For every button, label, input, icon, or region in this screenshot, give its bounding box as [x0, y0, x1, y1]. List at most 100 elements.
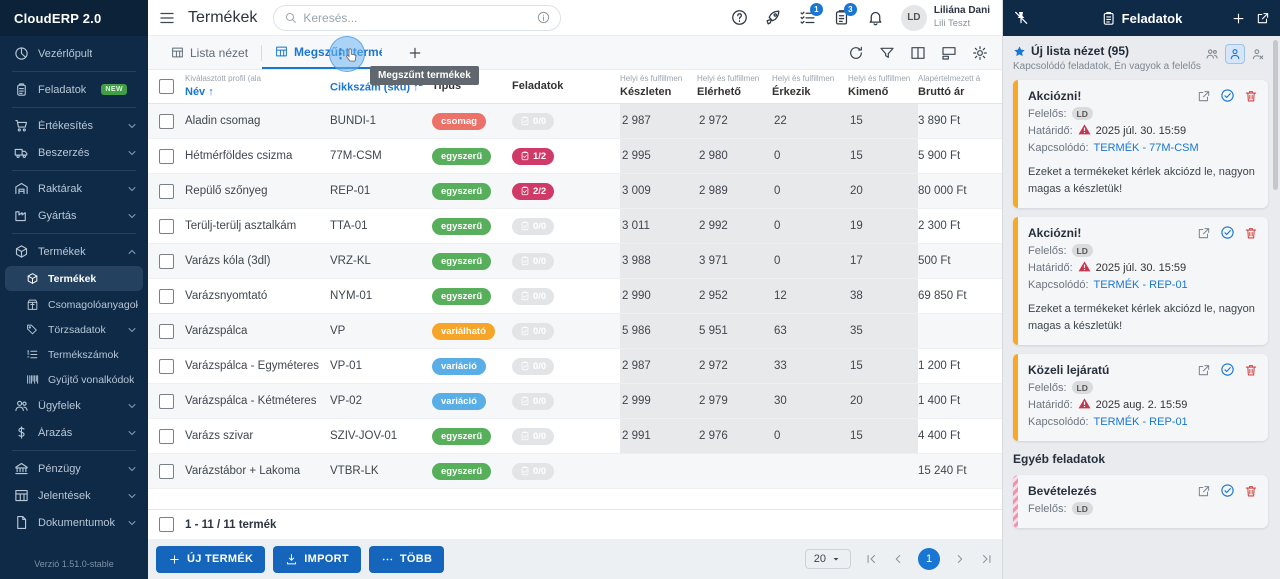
related-product-link[interactable]: TERMÉK - 77M-CSM: [1093, 142, 1199, 154]
column-header--rkezik[interactable]: Helyi és fulfillmen Érkezik: [772, 74, 835, 98]
select-all-checkbox[interactable]: [159, 79, 174, 94]
tasks-badge[interactable]: 2/2: [512, 182, 555, 200]
prev-page-icon[interactable]: [891, 552, 905, 566]
sidebar-item-beszerzes[interactable]: Beszerzés: [0, 139, 148, 166]
open-task-icon[interactable]: [1197, 484, 1211, 498]
sidebar-item-ugyfelek[interactable]: Ügyfelek: [0, 392, 148, 419]
related-product-link[interactable]: TERMÉK - REP-01: [1093, 416, 1188, 429]
sidebar-item-penzugy[interactable]: Pénzügy: [0, 455, 148, 482]
sidebar-item-gyartas[interactable]: Gyártás: [0, 202, 148, 229]
row-checkbox[interactable]: [159, 113, 174, 129]
tasks-badge[interactable]: 0/0: [512, 462, 555, 480]
add-task-icon[interactable]: [1231, 11, 1246, 26]
complete-task-icon[interactable]: [1220, 225, 1235, 240]
views-icon[interactable]: [941, 45, 957, 61]
table-row[interactable]: Varázstábor + Lakoma VTBR-LK egyszerű 0/0 15…: [148, 454, 1002, 489]
unpin-icon[interactable]: [1013, 10, 1029, 26]
open-task-icon[interactable]: [1197, 363, 1211, 377]
sidebar-item-termekszamok[interactable]: Termékszámok: [0, 342, 148, 367]
delete-task-icon[interactable]: [1244, 363, 1258, 377]
columns-icon[interactable]: [910, 45, 926, 61]
sidebar-item-gyujto-vonalkodok[interactable]: Gyűjtő vonalkódok: [0, 367, 148, 392]
task-card[interactable]: Akciózni! Felelős: LD Határidő: 2025 júl. 30…: [1013, 217, 1268, 346]
search-input[interactable]: Keresés...: [273, 4, 562, 31]
search-info-icon[interactable]: [537, 11, 550, 24]
row-checkbox[interactable]: [159, 463, 174, 479]
sidebar-item-feladatok[interactable]: Feladatok NEW: [0, 76, 148, 103]
table-row[interactable]: Repülő szőnyeg REP-01 egyszerű 2/2 3 009 2 98…: [148, 174, 1002, 209]
related-product-link[interactable]: TERMÉK - REP-01: [1093, 279, 1188, 292]
hamburger-menu-icon[interactable]: [158, 9, 176, 27]
settings-gear-icon[interactable]: [972, 45, 988, 61]
star-icon[interactable]: [1013, 45, 1026, 58]
checklist-icon[interactable]: 1: [799, 3, 823, 26]
row-checkbox[interactable]: [159, 323, 174, 339]
first-page-icon[interactable]: [864, 552, 878, 566]
row-checkbox[interactable]: [159, 218, 174, 234]
next-page-icon[interactable]: [953, 552, 967, 566]
notes-icon[interactable]: 3: [833, 3, 857, 26]
current-page[interactable]: 1: [918, 548, 940, 570]
delete-task-icon[interactable]: [1244, 484, 1258, 498]
table-row[interactable]: Varázs szivar SZIV-JOV-01 egyszerű 0/0 2 991…: [148, 419, 1002, 454]
row-checkbox[interactable]: [159, 148, 174, 164]
open-tasks-window-icon[interactable]: [1256, 11, 1270, 25]
delete-task-icon[interactable]: [1244, 226, 1258, 240]
column-header-el-rhet-[interactable]: Helyi és fulfillmen Elérhető: [697, 74, 760, 98]
table-row[interactable]: Varázs kóla (3dl) VRZ-KL egyszerű 0/0 3 988 3…: [148, 244, 1002, 279]
bell-icon[interactable]: [867, 9, 884, 26]
task-card[interactable]: Közeli lejáratú Felelős: LD Határidő: 2025 a…: [1013, 354, 1268, 442]
tasks-badge[interactable]: 0/0: [512, 287, 555, 305]
tab-discontinued-products[interactable]: Megszűnt termékek: [262, 36, 396, 69]
complete-task-icon[interactable]: [1220, 483, 1235, 498]
sidebar-item-jelentesek[interactable]: Jelentések: [0, 482, 148, 509]
table-row[interactable]: Terülj-terülj asztalkám TTA-01 egyszerű 0/0…: [148, 209, 1002, 244]
filter-icon[interactable]: [879, 45, 895, 61]
tasks-badge[interactable]: 0/0: [512, 322, 555, 340]
add-tab-button[interactable]: [395, 45, 435, 61]
sidebar-item-arazas[interactable]: Árazás: [0, 419, 148, 446]
tasks-badge[interactable]: 0/0: [512, 217, 555, 235]
all-people-filter-icon[interactable]: [1202, 44, 1222, 64]
page-size-select[interactable]: 20: [804, 549, 851, 569]
complete-task-icon[interactable]: [1220, 362, 1235, 377]
sidebar-item-termekek-lista[interactable]: Termékek: [5, 266, 143, 291]
row-checkbox[interactable]: [159, 393, 174, 409]
sidebar-item-dokumentumok[interactable]: Dokumentumok: [0, 509, 148, 536]
open-task-icon[interactable]: [1197, 226, 1211, 240]
column-header-n-v[interactable]: Kiválasztott profil (ala Név ↑: [185, 74, 262, 98]
column-header-feladatok[interactable]: Feladatok: [512, 80, 564, 93]
sidebar-item-csomagoloanyagok[interactable]: Csomagolóanyagok: [0, 292, 148, 317]
row-checkbox[interactable]: [159, 183, 174, 199]
open-task-icon[interactable]: [1197, 89, 1211, 103]
tasks-badge[interactable]: 0/0: [512, 357, 555, 375]
table-row[interactable]: Varázspálca - Egyméteres VP-01 variáció 0/0…: [148, 349, 1002, 384]
table-row[interactable]: Varázsnyomtató NYM-01 egyszerű 0/0 2 990 2 95…: [148, 279, 1002, 314]
rocket-icon[interactable]: [765, 9, 782, 26]
column-header-kimen-[interactable]: Helyi és fulfillmen Kimenő: [848, 74, 911, 98]
sidebar-item-ertekesites[interactable]: Értékesítés: [0, 112, 148, 139]
refresh-icon[interactable]: [848, 45, 864, 61]
more-button[interactable]: TÖBB: [368, 545, 445, 573]
sidebar-item-vezerlopult[interactable]: Vezérlőpult: [0, 40, 148, 67]
my-tasks-filter-icon[interactable]: [1225, 44, 1245, 64]
tasks-badge[interactable]: 1/2: [512, 147, 555, 165]
table-row[interactable]: Aladin csomag BUNDI-1 csomag 0/0 2 987 2 972 2…: [148, 104, 1002, 139]
row-checkbox[interactable]: [159, 358, 174, 374]
task-card[interactable]: Bevételezés Felelős: LD: [1013, 475, 1268, 529]
table-row[interactable]: Varázspálca VP variálható 0/0 5 986 5 951 63 35: [148, 314, 1002, 349]
tasks-badge[interactable]: 0/0: [512, 392, 555, 410]
tasks-badge[interactable]: 0/0: [512, 252, 555, 270]
row-checkbox[interactable]: [159, 253, 174, 269]
delete-task-icon[interactable]: [1244, 89, 1258, 103]
complete-task-icon[interactable]: [1220, 88, 1235, 103]
help-icon[interactable]: [731, 9, 748, 26]
sidebar-item-termekek[interactable]: Termékek: [0, 238, 148, 265]
table-row[interactable]: Varázspálca - Kétméteres VP-02 variáció 0/0…: [148, 384, 1002, 419]
last-page-icon[interactable]: [980, 552, 994, 566]
panel-scrollbar[interactable]: [1273, 40, 1278, 190]
task-card[interactable]: Akciózni! Felelős: LD Határidő: 2025 júl. 30…: [1013, 80, 1268, 209]
row-checkbox[interactable]: [159, 288, 174, 304]
row-checkbox[interactable]: [159, 428, 174, 444]
column-header-k-szleten[interactable]: Helyi és fulfillmen Készleten: [620, 74, 683, 98]
